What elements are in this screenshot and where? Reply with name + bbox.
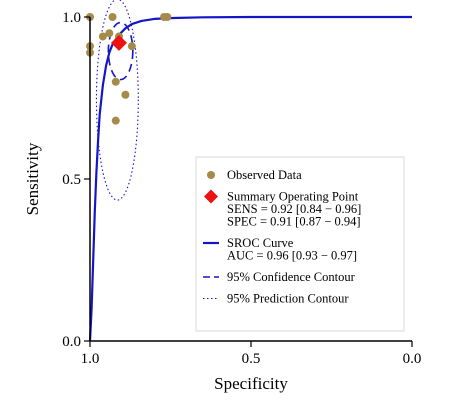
- x-axis-title: Specificity: [214, 374, 288, 393]
- legend-item-confidence: 95% Confidence Contour: [203, 270, 356, 284]
- x-tick-label: 1.0: [81, 351, 100, 367]
- y-axis-title: Sensitivity: [23, 142, 42, 215]
- legend-label: SPEC = 0.91 [0.87 − 0.94]: [227, 215, 361, 229]
- observed-point: [105, 29, 114, 38]
- observed-point: [121, 90, 130, 99]
- observed-point: [98, 32, 107, 41]
- observed-point: [127, 42, 136, 51]
- legend-label: Summary Operating Point: [227, 190, 359, 204]
- legend-symbol-summary: [204, 189, 218, 204]
- legend-item-observed: Observed Data: [207, 168, 302, 182]
- prediction-contour: [95, 0, 139, 201]
- summary-point: [110, 34, 127, 51]
- y-tick-label: 1.0: [62, 10, 81, 26]
- observed-point: [111, 77, 120, 86]
- plot-area: [86, 0, 412, 342]
- legend-label: Observed Data: [227, 168, 302, 182]
- legend-symbol-observed: [207, 171, 215, 179]
- legend-label: 95% Confidence Contour: [227, 270, 356, 284]
- legend-label: AUC = 0.96 [0.93 − 0.97]: [227, 249, 357, 263]
- axes: 1.0 0.5 0.0 0.0 0.5 1.0: [62, 10, 421, 367]
- x-tick-label: 0.5: [242, 351, 261, 367]
- y-tick-label: 0.5: [62, 172, 81, 188]
- confidence-contour: [107, 21, 134, 81]
- observed-point: [111, 116, 120, 125]
- legend: Observed Data Summary Operating PointSENS…: [195, 156, 405, 332]
- legend-label: SROC Curve: [227, 236, 294, 250]
- observed-point: [108, 13, 117, 21]
- legend-label: 95% Prediction Contour: [227, 292, 349, 306]
- legend-label: SENS = 0.92 [0.84 − 0.96]: [227, 202, 361, 216]
- legend-item-prediction: 95% Prediction Contour: [203, 292, 349, 306]
- legend-box: [195, 156, 405, 332]
- observed-point: [163, 13, 172, 21]
- x-tick-label: 0.0: [403, 351, 422, 367]
- y-tick-label: 0.0: [62, 334, 81, 350]
